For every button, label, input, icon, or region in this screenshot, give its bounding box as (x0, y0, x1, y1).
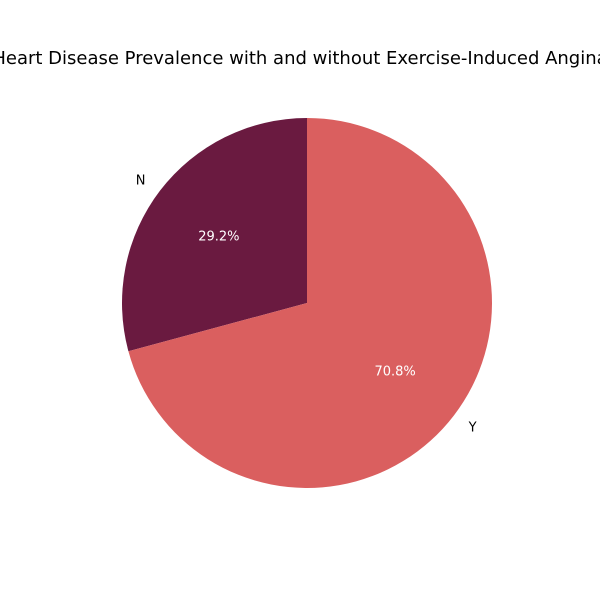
pie-slices (121, 118, 492, 489)
pie-slice-y (128, 118, 492, 489)
slice-percent-y: 70.8% (374, 364, 415, 379)
pie-slice-n (121, 118, 307, 352)
slice-label-n: N (136, 173, 146, 188)
slice-percent-n: 29.2% (198, 230, 239, 245)
chart-title: Heart Disease Prevalence with and withou… (0, 48, 600, 69)
slice-label-y: Y (468, 421, 477, 436)
pie-labels: N 29.2% Y 70.8% (136, 173, 477, 435)
